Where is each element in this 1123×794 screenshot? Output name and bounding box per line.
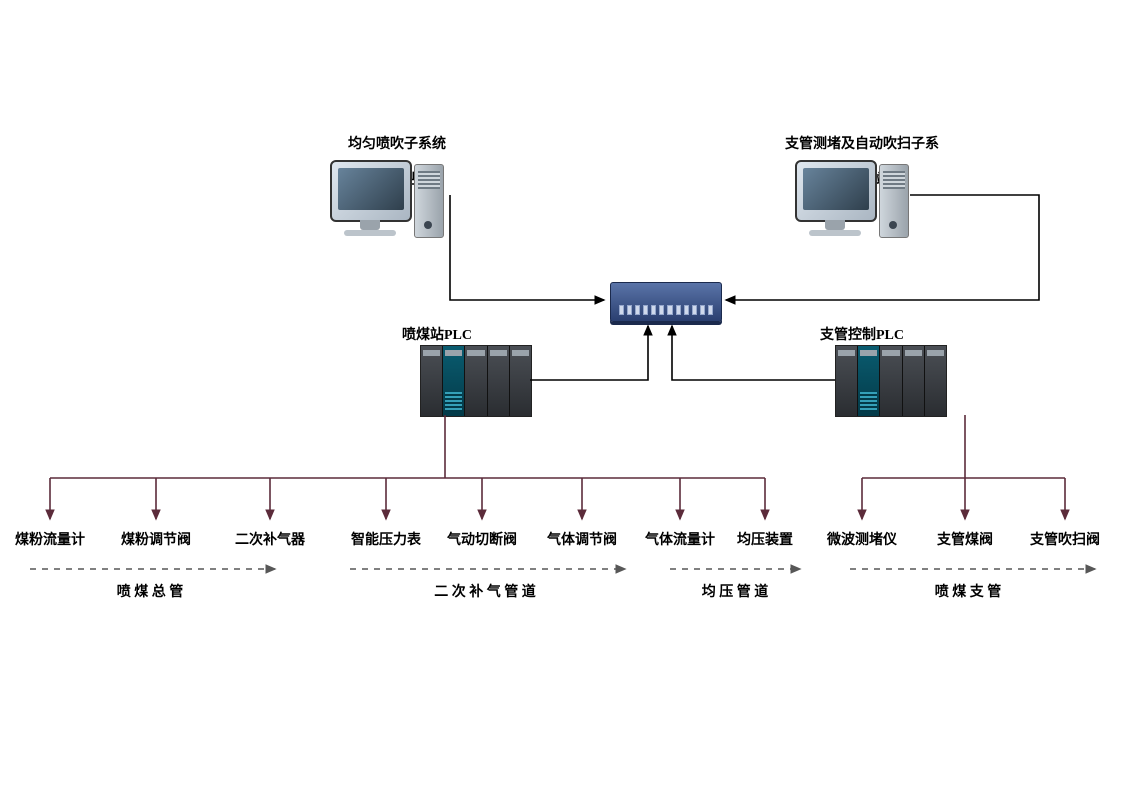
device-label: 煤粉流量计 — [5, 529, 95, 549]
device-label: 气体调节阀 — [537, 529, 627, 549]
plc-left-label: 喷煤站PLC — [402, 324, 472, 344]
plc-left-icon — [420, 345, 532, 417]
device-label: 智能压力表 — [341, 529, 431, 549]
diagram-lines — [0, 0, 1123, 794]
device-label: 气体流量计 — [635, 529, 725, 549]
plc-right-label: 支管控制PLC — [820, 324, 904, 344]
group-label: 二 次 补 气 管 道 — [405, 581, 565, 601]
device-label: 支管吹扫阀 — [1020, 529, 1110, 549]
device-label: 二次补气器 — [225, 529, 315, 549]
group-label: 均 压 管 道 — [655, 581, 815, 601]
device-label: 支管煤阀 — [920, 529, 1010, 549]
device-label: 气动切断阀 — [437, 529, 527, 549]
workstation-right-icon — [795, 160, 915, 240]
device-label: 煤粉调节阀 — [111, 529, 201, 549]
diagram-stage: 均匀喷吹子系统 工作站 支管测堵及自动吹扫子系 统工作站 喷煤站PLC 支管控制… — [0, 0, 1123, 794]
plc-right-icon — [835, 345, 947, 417]
group-label: 喷 煤 支 管 — [888, 581, 1048, 601]
group-label: 喷 煤 总 管 — [70, 581, 230, 601]
workstation-left-icon — [330, 160, 450, 240]
network-switch-icon — [610, 282, 722, 322]
device-label: 微波测堵仪 — [817, 529, 907, 549]
device-label: 均压装置 — [720, 529, 810, 549]
